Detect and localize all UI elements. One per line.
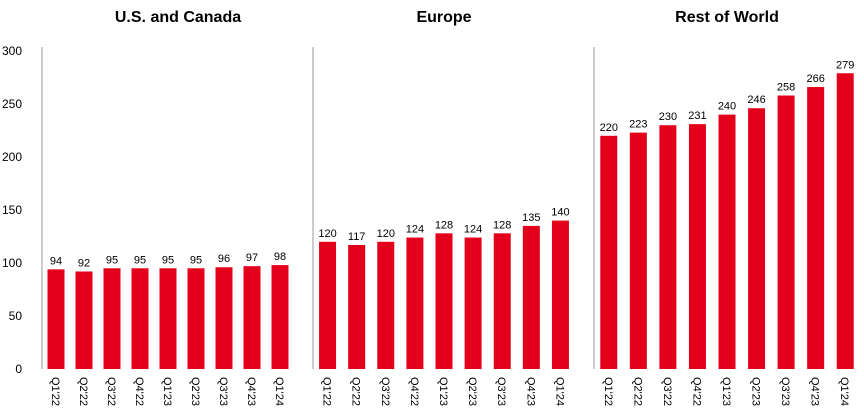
bar (629, 132, 647, 369)
x-tick-label: Q1'22 (602, 377, 614, 406)
y-tick-label: 150 (2, 203, 22, 217)
x-tick-label: Q1'23 (437, 377, 449, 406)
bar (103, 268, 121, 369)
x-tick-label: Q3'22 (661, 377, 673, 406)
x-tick-label: Q1'22 (321, 377, 333, 406)
bar (464, 237, 482, 369)
bar (159, 268, 177, 369)
data-label: 95 (190, 254, 202, 266)
bar (836, 73, 854, 369)
x-tick-label: Q3'23 (495, 377, 507, 406)
bar (377, 241, 395, 369)
x-tick-label: Q4'22 (133, 377, 145, 406)
data-label: 223 (629, 119, 647, 131)
bar (271, 265, 289, 369)
data-label: 117 (348, 231, 366, 243)
x-tick-label: Q1'24 (838, 377, 850, 406)
data-label: 231 (688, 110, 706, 122)
y-tick-label: 250 (2, 97, 22, 111)
x-tick-label: Q4'23 (245, 377, 257, 406)
chart-panel: Europe 120 Q1'22 117 Q2'22 120 Q3'22 124 Q4'22 12… (312, 9, 570, 406)
chart-panel: U.S. and Canada 94 Q1'22 92 Q2'22 95 Q3'22 95 Q4… (41, 9, 289, 406)
x-tick-label: Q2'23 (750, 377, 762, 406)
data-label: 246 (747, 94, 765, 106)
data-label: 120 (377, 228, 395, 240)
x-tick-label: Q3'23 (217, 377, 229, 406)
x-tick-label: Q4'23 (524, 377, 536, 406)
x-tick-label: Q2'23 (466, 377, 478, 406)
panel-title: U.S. and Canada (115, 9, 241, 26)
bar (522, 225, 540, 369)
data-label: 120 (318, 228, 336, 240)
x-tick-label: Q2'23 (189, 377, 201, 406)
bar (47, 269, 65, 369)
data-label: 94 (50, 255, 62, 267)
x-tick-label: Q4'23 (809, 377, 821, 406)
bar (748, 108, 766, 370)
x-tick-label: Q3'22 (379, 377, 391, 406)
data-label: 220 (600, 122, 618, 134)
bar (243, 266, 261, 369)
y-axis: 0 50 100 150 200 250 300 (2, 44, 22, 376)
data-label: 96 (218, 253, 230, 265)
x-tick-label: Q1'23 (720, 377, 732, 406)
x-tick-label: Q1'22 (49, 377, 61, 406)
panel-title: Rest of World (675, 9, 779, 26)
bar (131, 268, 149, 369)
data-label: 140 (551, 207, 569, 219)
data-label: 135 (522, 212, 540, 224)
x-tick-label: Q2'22 (350, 377, 362, 406)
y-tick-label: 100 (2, 256, 22, 270)
data-label: 124 (464, 224, 482, 236)
data-label: 279 (836, 59, 854, 71)
data-label: 98 (274, 251, 286, 263)
y-tick-label: 300 (2, 44, 22, 58)
data-label: 230 (659, 111, 677, 123)
bar (807, 87, 825, 369)
bar (406, 237, 424, 369)
y-tick-label: 0 (15, 362, 22, 376)
bar (718, 114, 736, 369)
x-tick-label: Q1'24 (553, 377, 565, 406)
bar (435, 233, 453, 369)
x-tick-label: Q4'22 (408, 377, 420, 406)
bar (777, 95, 795, 370)
bar (493, 233, 511, 369)
bar (187, 268, 205, 369)
panel-title: Europe (416, 9, 471, 26)
x-tick-label: Q3'23 (779, 377, 791, 406)
data-label: 97 (246, 252, 258, 264)
data-label: 128 (493, 219, 511, 231)
bar (551, 220, 569, 369)
x-tick-label: Q2'22 (77, 377, 89, 406)
y-tick-label: 50 (9, 309, 23, 323)
data-label: 95 (162, 254, 174, 266)
x-tick-label: Q1'23 (161, 377, 173, 406)
bar (659, 125, 677, 369)
data-label: 124 (406, 224, 424, 236)
bar (319, 241, 337, 369)
data-label: 95 (134, 254, 146, 266)
x-tick-label: Q4'22 (690, 377, 702, 406)
chart-panel: Rest of World 220 Q1'22 223 Q2'22 230 Q3'22 231… (593, 9, 854, 406)
bar (348, 244, 366, 369)
data-label: 266 (806, 73, 824, 85)
data-label: 258 (777, 82, 795, 94)
bar (688, 124, 706, 369)
bar (600, 135, 618, 369)
bar (75, 271, 93, 369)
data-label: 240 (718, 101, 736, 113)
x-tick-label: Q1'24 (273, 377, 285, 406)
data-label: 95 (106, 254, 118, 266)
x-tick-label: Q3'22 (105, 377, 117, 406)
data-label: 128 (435, 219, 453, 231)
bar (215, 267, 233, 369)
y-tick-label: 200 (2, 150, 22, 164)
x-tick-label: Q2'22 (631, 377, 643, 406)
data-label: 92 (78, 257, 90, 269)
chart-panels: U.S. and Canada 94 Q1'22 92 Q2'22 95 Q3'22 95 Q4… (41, 9, 854, 406)
